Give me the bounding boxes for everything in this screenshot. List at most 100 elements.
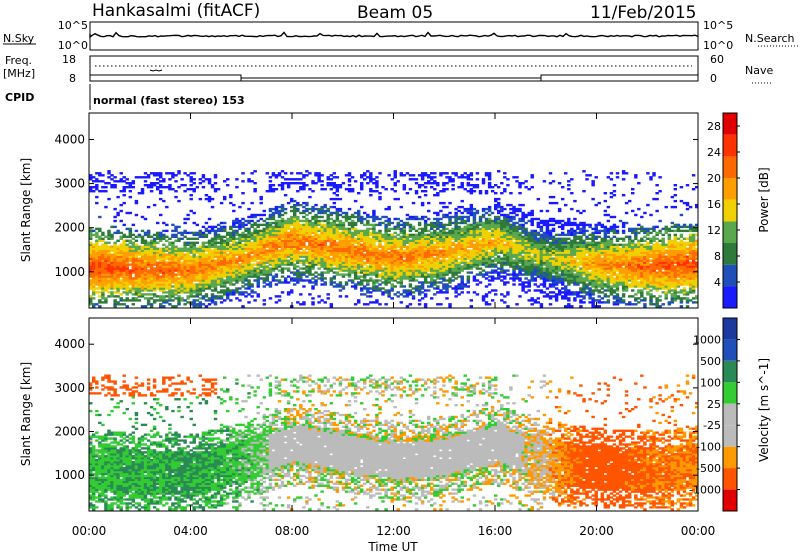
heatmap-cell xyxy=(417,251,422,254)
heatmap-cell xyxy=(168,243,172,246)
heatmap-cell xyxy=(131,186,136,189)
heatmap-cell xyxy=(232,241,236,244)
heatmap-cell xyxy=(198,267,203,270)
heatmap-cell xyxy=(399,205,404,209)
heatmap-cell xyxy=(363,275,367,278)
heatmap-cell xyxy=(500,231,504,235)
heatmap-cell xyxy=(503,263,507,266)
heatmap-cell xyxy=(131,303,136,306)
heatmap-cell xyxy=(95,277,99,280)
heatmap-cell xyxy=(393,263,397,266)
heatmap-cell xyxy=(98,249,102,252)
heatmap-cell xyxy=(253,263,257,266)
heatmap-cell xyxy=(448,201,452,205)
heatmap-cell xyxy=(213,235,218,238)
heatmap-cell xyxy=(402,221,407,225)
heatmap-cell xyxy=(192,253,196,256)
heatmap-cell xyxy=(439,225,443,229)
heatmap-cell xyxy=(506,247,510,250)
heatmap-cell xyxy=(171,275,175,278)
heatmap-cell xyxy=(490,221,495,225)
heatmap-cell xyxy=(320,231,324,235)
heatmap-cell xyxy=(466,241,471,244)
heatmap-cell xyxy=(134,261,139,264)
heatmap-cell xyxy=(381,235,385,238)
heatmap-cell xyxy=(347,231,352,235)
heatmap-cell xyxy=(98,172,102,175)
heatmap-cell xyxy=(372,253,376,256)
heatmap-cell xyxy=(302,241,306,244)
heatmap-cell xyxy=(277,241,282,244)
heatmap-cell xyxy=(247,245,251,248)
heatmap-cell xyxy=(442,231,446,235)
heatmap-cell xyxy=(256,233,260,237)
heatmap-cell xyxy=(268,215,273,219)
heatmap-cell xyxy=(216,269,221,272)
heatmap-cell xyxy=(177,283,181,286)
heatmap-cell xyxy=(442,245,446,248)
heatmap-cell xyxy=(323,205,327,209)
heatmap-cell xyxy=(448,235,452,238)
heatmap-cell xyxy=(293,273,297,276)
heatmap-cell xyxy=(232,223,236,227)
heatmap-cell xyxy=(101,249,105,252)
heatmap-cell xyxy=(478,259,483,262)
heatmap-cell xyxy=(360,243,364,246)
heatmap-cell xyxy=(274,205,279,209)
heatmap-cell xyxy=(353,263,358,266)
heatmap-cell xyxy=(198,297,203,300)
heatmap-cell xyxy=(399,227,404,231)
heatmap-cell xyxy=(378,197,382,201)
heatmap-cell xyxy=(417,275,422,278)
heatmap-cell xyxy=(232,271,236,274)
heatmap-cell xyxy=(369,223,373,227)
heatmap-cell xyxy=(213,239,218,242)
heatmap-cell xyxy=(216,281,221,284)
heatmap-cell xyxy=(280,255,285,258)
heatmap-cell xyxy=(490,255,495,258)
heatmap-cell xyxy=(113,275,117,278)
heatmap-cell xyxy=(201,257,206,260)
heatmap-cell xyxy=(125,293,129,296)
heatmap-cell xyxy=(226,253,230,256)
heatmap-cell xyxy=(353,285,358,288)
heatmap-cell xyxy=(140,188,145,191)
heatmap-cell xyxy=(274,259,279,262)
heatmap-cell xyxy=(201,283,206,286)
heatmap-cell xyxy=(390,283,394,286)
heatmap-cell xyxy=(122,279,126,282)
heatmap-cell xyxy=(213,255,218,258)
heatmap-cell xyxy=(296,273,300,276)
heatmap-cell xyxy=(162,289,166,292)
heatmap-cell xyxy=(274,231,279,235)
heatmap-cell xyxy=(500,192,504,195)
heatmap-cell xyxy=(137,251,142,254)
heatmap-cell xyxy=(171,279,175,282)
heatmap-cell xyxy=(347,245,352,248)
heatmap-cell xyxy=(128,249,133,252)
heatmap-cell xyxy=(134,249,139,252)
heatmap-cell xyxy=(387,241,391,244)
heatmap-cell xyxy=(232,289,236,292)
heatmap-cell xyxy=(369,233,373,237)
heatmap-cell xyxy=(290,229,294,233)
heatmap-cell xyxy=(293,213,297,217)
heatmap-cell xyxy=(156,265,160,268)
heatmap-cell xyxy=(375,255,379,258)
heatmap-cell xyxy=(95,257,99,260)
heatmap-cell xyxy=(262,271,267,274)
heatmap-cell xyxy=(189,287,193,290)
heatmap-cell xyxy=(180,271,184,274)
heatmap-cell xyxy=(128,283,133,286)
heatmap-cell xyxy=(445,241,449,244)
heatmap-cell xyxy=(250,283,254,286)
heatmap-cell xyxy=(192,269,196,272)
heatmap-cell xyxy=(305,227,309,231)
heatmap-cell xyxy=(460,237,464,240)
heatmap-cell xyxy=(436,194,440,197)
heatmap-cell xyxy=(131,261,136,264)
heatmap-cell xyxy=(439,261,443,264)
heatmap-cell xyxy=(487,235,492,238)
heatmap-cell xyxy=(280,209,285,213)
heatmap-cell xyxy=(384,259,388,262)
